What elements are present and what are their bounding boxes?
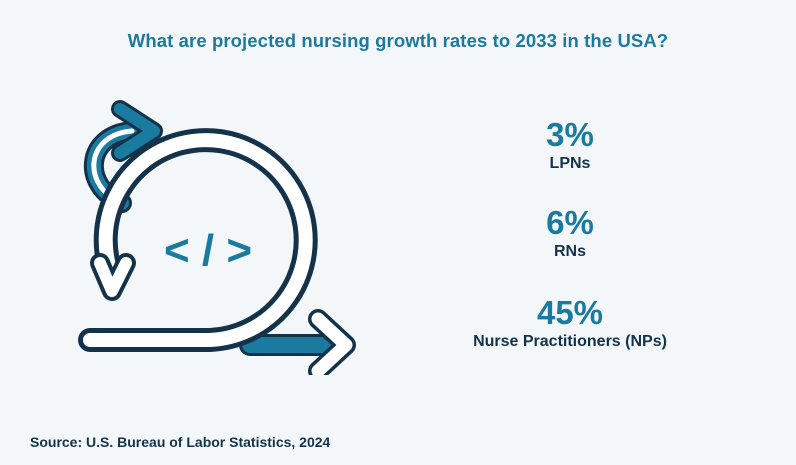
agile-cycle-arrows-code-icon: < / >	[60, 95, 360, 381]
stat-label: RNs	[553, 243, 586, 260]
code-symbol: < / >	[164, 226, 252, 275]
page-title: What are projected nursing growth rates …	[127, 30, 669, 51]
stat-rns: 6% RNs	[530, 206, 610, 261]
stat-nps: 45% Nurse Practitioners (NPs)	[455, 296, 685, 351]
stat-value: 3%	[546, 116, 594, 153]
stat-value: 45%	[536, 294, 604, 331]
stat-label: LPNs	[549, 155, 591, 172]
stat-lpns: 3% LPNs	[540, 118, 600, 173]
source-note: Source: U.S. Bureau of Labor Statistics,…	[30, 434, 331, 450]
stat-value: 6%	[546, 204, 594, 241]
stat-label: Nurse Practitioners (NPs)	[473, 333, 667, 350]
